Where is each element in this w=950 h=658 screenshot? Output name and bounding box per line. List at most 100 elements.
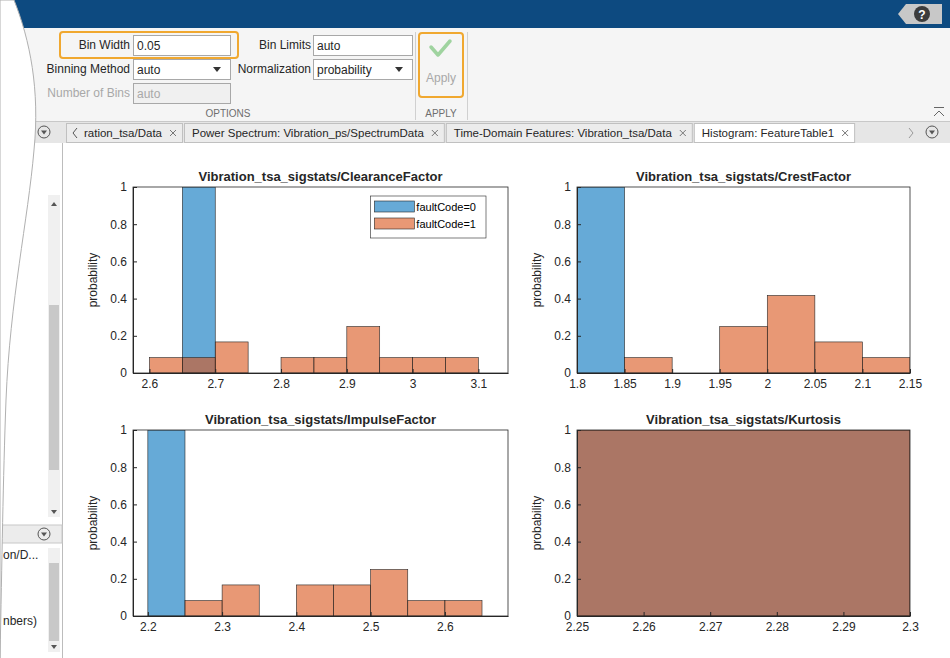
tab-scroll-right[interactable] [909,128,913,138]
tab[interactable]: ration_tsa/Data [67,124,183,143]
tick: 3 [410,369,417,391]
apply-text[interactable]: Apply [426,71,456,85]
dropdown[interactable] [134,60,231,80]
tick-label: 2.05 [804,377,828,391]
panel-menu[interactable] [38,126,50,138]
tab[interactable]: Histogram: FeatureTable1 [694,124,854,143]
x-axis: 1.81.851.91.9522.052.12.15 [569,369,922,391]
toolbar-border [0,121,950,122]
axis-line [134,373,509,374]
chart-title: Vibration_tsa_sigstats/ImpulseFactor [205,412,436,427]
axis-line [577,188,578,374]
scroll-down[interactable] [51,510,57,514]
tick: 0 [120,366,137,380]
histogram-bar [296,585,333,616]
tick-mark [577,224,581,225]
separator [467,32,468,120]
histogram-bar [182,187,215,373]
tick: 1.85 [613,369,637,391]
tick-label: 0.6 [110,255,127,269]
tick-mark [413,369,414,373]
screen: ?Bin Width0.05Binning MethodautoNumber o… [0,0,950,658]
histogram-bar [185,601,222,616]
legend-box [370,196,486,238]
tick: 2.29 [832,612,856,634]
tick-label: 0 [564,609,571,623]
tick: 0.2 [554,329,581,343]
scroll-down[interactable] [51,645,57,649]
dropdown-arrow [213,67,221,72]
tick-mark [777,612,778,616]
tick-label: 0.8 [554,218,571,232]
input-box[interactable] [314,36,413,56]
axis-line [134,616,509,617]
tick-label: 0.8 [110,218,127,232]
histogram-bar [720,327,768,374]
tick-mark [133,579,137,580]
tick-label: 1.95 [709,377,733,391]
tick-mark [767,369,768,373]
axis-line [578,616,911,617]
tick-label: 2.3 [902,620,919,634]
histogram-bar [314,358,347,373]
tab-scroll-left[interactable] [73,128,77,138]
tab[interactable]: Power Spectrum: Vibration_ps/SpectrumDat… [185,124,445,143]
tick-mark [133,430,137,431]
histogram-bar [577,187,625,373]
tick-mark [577,430,581,431]
scroll-thumb[interactable] [49,563,59,641]
bars [148,430,482,616]
tick-mark [577,504,581,505]
apply-button[interactable] [419,33,463,97]
tab-close[interactable] [432,130,438,136]
tick-label: 2.29 [832,620,856,634]
tick: 0 [120,609,137,623]
tick-mark [133,336,137,337]
tick: 2.05 [804,369,828,391]
bars [577,187,910,373]
chart: 2.62.72.82.933.100.20.40.60.81Vibration_… [86,169,509,391]
scroll-thumb[interactable] [49,305,59,470]
tick-mark [910,612,911,616]
tick-label: 1.8 [569,377,586,391]
tab-bg [694,124,854,143]
histogram-bar [445,601,482,616]
tick-mark [133,542,137,543]
x-axis: 2.22.32.42.52.6 [134,612,509,634]
tick: 0.2 [110,572,137,586]
separator [415,32,416,120]
tick-label: 3 [410,377,417,391]
scroll-up[interactable] [51,202,57,206]
panel-menu[interactable] [926,126,938,138]
tab-close[interactable] [680,130,686,136]
tick-mark [577,373,581,374]
tab-bg [446,124,692,143]
help-text[interactable]: ? [918,8,925,22]
tick-label: 2.26 [632,620,656,634]
tab-label: ration_tsa/Data [84,127,163,139]
tick: 2.3 [214,612,231,634]
tick-mark [215,369,216,373]
tab-close[interactable] [170,130,176,136]
tick-label: 2.6 [437,620,454,634]
tick-label: 1 [564,423,571,437]
collapse-icon[interactable] [934,108,944,117]
histogram-bar [148,430,185,616]
dropdown[interactable] [314,60,413,80]
torn-edge [0,0,36,658]
tick-mark [133,187,137,188]
tick: 2.26 [632,612,656,634]
panel-menu-arrow [929,131,935,135]
tick-label: 0.4 [110,292,127,306]
tick: 0.4 [110,535,137,549]
scrollbar [48,195,60,517]
scrollbar [48,548,60,652]
tick: 2 [764,369,771,391]
input-box[interactable] [134,36,231,56]
tick: 0.6 [554,498,581,512]
help-tab[interactable] [898,4,942,24]
tab[interactable]: Time-Domain Features: Vibration_tsa/Data [446,124,692,143]
tab-close[interactable] [842,130,848,136]
help-icon[interactable] [914,6,930,22]
panel-menu[interactable] [38,528,50,540]
